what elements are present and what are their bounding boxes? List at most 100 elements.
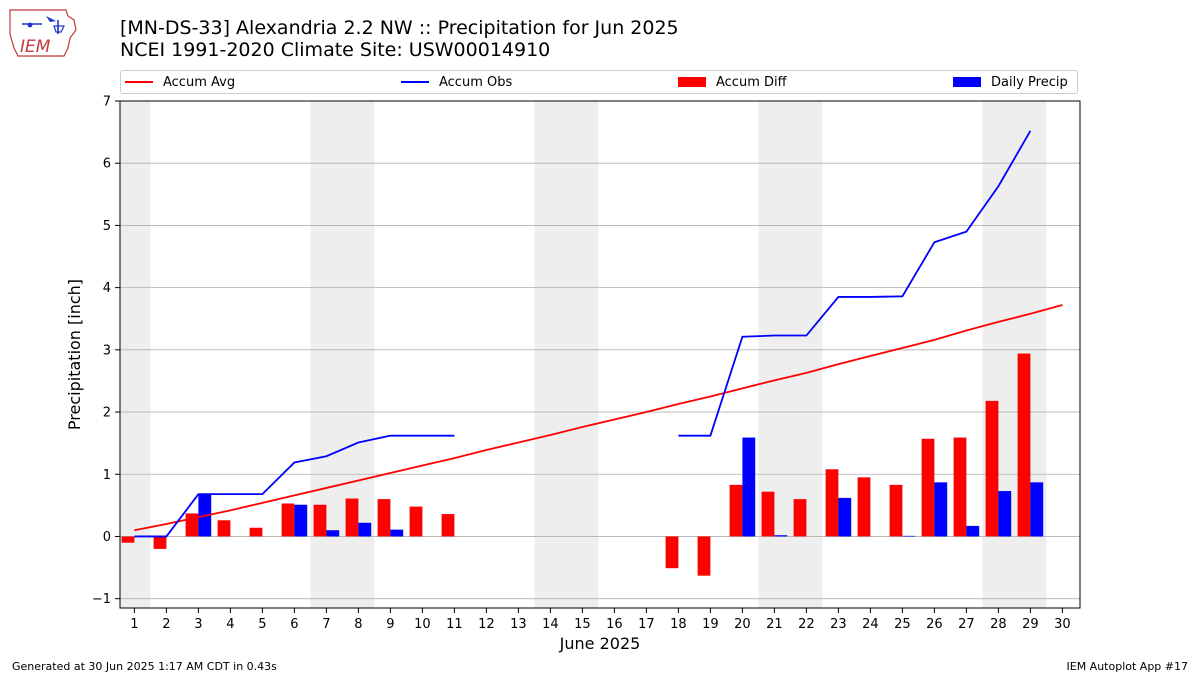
legend-swatch-accum-diff <box>678 77 706 87</box>
accum-diff-bar-18 <box>665 536 679 569</box>
legend: Accum Avg Accum Obs Accum Diff Daily Pre… <box>120 70 1078 94</box>
accum-avg-line-segment-1 <box>134 304 1063 532</box>
ytick-label: −1 <box>92 592 111 607</box>
daily-precip-bar-6 <box>294 504 308 537</box>
legend-item-daily-precip: Daily Precip <box>953 71 1068 93</box>
legend-item-accum-diff: Accum Diff <box>678 71 787 93</box>
ytick-label: 7 <box>103 95 111 110</box>
accum-diff-bar-29 <box>1017 353 1031 537</box>
xtick-label: 18 <box>670 617 687 632</box>
accum-diff-bar-27 <box>953 437 967 537</box>
xtick-label: 5 <box>258 617 266 632</box>
daily-precip-bar-20 <box>742 437 756 537</box>
xtick-label: 28 <box>990 617 1007 632</box>
legend-swatch-accum-obs <box>401 81 429 83</box>
ytick-label: 2 <box>103 406 111 421</box>
xtick-label: 22 <box>798 617 815 632</box>
logo-text: IEM <box>20 37 51 57</box>
accum-diff-bar-2 <box>153 536 167 549</box>
daily-precip-bar-7 <box>326 530 340 537</box>
xtick-label: 27 <box>958 617 975 632</box>
xtick-label: 1 <box>130 617 138 632</box>
xtick-label: 3 <box>194 617 202 632</box>
accum-diff-bar-20 <box>729 484 743 537</box>
weekend-shade-1 <box>120 101 151 608</box>
accum-diff-bar-10 <box>409 506 423 537</box>
accum-diff-bar-23 <box>825 469 839 537</box>
ytick-label: 4 <box>103 281 111 296</box>
ytick-label: 5 <box>103 219 111 234</box>
accum-diff-bar-24 <box>857 477 871 537</box>
xtick-label: 7 <box>322 617 330 632</box>
y-axis-label: Precipitation [inch] <box>65 279 84 430</box>
xtick-label: 23 <box>830 617 847 632</box>
legend-label-accum-diff: Accum Diff <box>716 74 787 90</box>
xtick-label: 29 <box>1022 617 1039 632</box>
iem-logo: IEM <box>9 9 77 57</box>
xtick-label: 19 <box>702 617 719 632</box>
legend-swatch-accum-avg <box>125 81 153 83</box>
legend-label-accum-avg: Accum Avg <box>163 74 236 90</box>
xtick-label: 9 <box>386 617 394 632</box>
ytick-label: 6 <box>103 157 111 172</box>
chart-title: [MN-DS-33] Alexandria 2.2 NW :: Precipit… <box>120 17 679 39</box>
accum-diff-bar-22 <box>793 499 807 537</box>
xtick-label: 10 <box>414 617 431 632</box>
legend-label-accum-obs: Accum Obs <box>439 74 513 90</box>
daily-precip-bar-26 <box>934 482 948 537</box>
accum-diff-bar-4 <box>217 520 231 537</box>
xtick-label: 16 <box>606 617 623 632</box>
daily-precip-bar-8 <box>358 522 372 537</box>
xtick-label: 8 <box>354 617 362 632</box>
accum-diff-bar-1 <box>121 536 135 543</box>
accum-diff-bar-9 <box>377 499 391 537</box>
daily-precip-bar-28 <box>998 491 1012 537</box>
xtick-label: 21 <box>766 617 783 632</box>
legend-label-daily-precip: Daily Precip <box>991 74 1068 90</box>
accum-diff-bar-26 <box>921 438 935 537</box>
chart-subtitle: NCEI 1991-2020 Climate Site: USW00014910 <box>120 39 551 61</box>
xtick-label: 12 <box>478 617 495 632</box>
xtick-label: 11 <box>446 617 463 632</box>
xtick-label: 30 <box>1054 617 1071 632</box>
xtick-label: 14 <box>542 617 559 632</box>
weekend-shade-3 <box>534 101 599 608</box>
xtick-label: 25 <box>894 617 911 632</box>
accum-obs-line-segment-2 <box>678 130 1032 437</box>
legend-item-accum-obs: Accum Obs <box>401 71 512 93</box>
accum-obs-line-segment-1 <box>134 434 455 538</box>
ytick-label: 3 <box>103 343 111 358</box>
ytick-label: 0 <box>103 530 111 545</box>
xtick-label: 15 <box>574 617 591 632</box>
legend-item-accum-avg: Accum Avg <box>125 71 235 93</box>
footer-generated-text: Generated at 30 Jun 2025 1:17 AM CDT in … <box>12 660 277 673</box>
accum-diff-bar-28 <box>985 400 999 537</box>
daily-precip-bar-9 <box>390 529 404 537</box>
daily-precip-bar-27 <box>966 525 980 537</box>
plot-frame <box>119 100 1081 609</box>
accum-diff-bar-25 <box>889 484 903 537</box>
xtick-label: 13 <box>510 617 527 632</box>
xtick-label: 20 <box>734 617 751 632</box>
accum-diff-bar-8 <box>345 498 359 537</box>
legend-swatch-daily-precip <box>953 77 981 87</box>
x-axis-label: June 2025 <box>559 634 641 653</box>
xtick-label: 4 <box>226 617 234 632</box>
accum-diff-bar-5 <box>249 527 263 537</box>
accum-diff-bar-11 <box>441 514 455 537</box>
accum-diff-bar-21 <box>761 491 775 537</box>
daily-precip-bar-21 <box>774 535 788 537</box>
xtick-label: 26 <box>926 617 943 632</box>
accum-diff-bar-6 <box>281 503 295 537</box>
accum-diff-bar-19 <box>697 536 711 576</box>
xtick-label: 24 <box>862 617 879 632</box>
xtick-label: 2 <box>162 617 170 632</box>
footer-app-label: IEM Autoplot App #17 <box>1066 660 1189 673</box>
ytick-label: 1 <box>103 468 111 483</box>
daily-precip-bar-29 <box>1030 482 1044 537</box>
xtick-label: 17 <box>638 617 655 632</box>
accum-diff-bar-7 <box>313 504 327 537</box>
daily-precip-bar-23 <box>838 497 852 537</box>
xtick-label: 6 <box>290 617 298 632</box>
